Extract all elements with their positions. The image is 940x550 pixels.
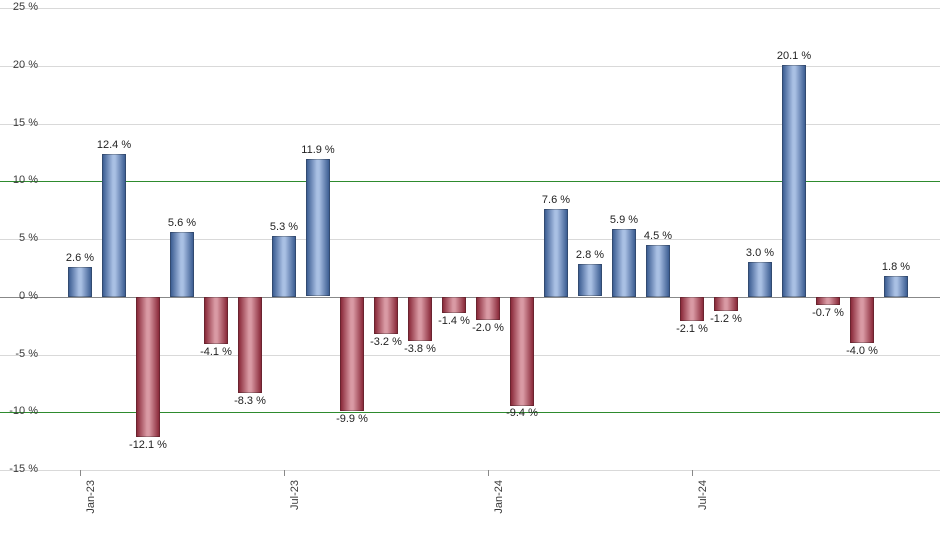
bar [714,297,738,311]
y-tick-label: 15 % [2,117,38,129]
y-tick-label: 5 % [2,232,38,244]
y-tick-label: 25 % [2,1,38,13]
bar [748,262,772,297]
bar-value-label: -0.7 % [803,307,853,319]
bar-value-label: -3.8 % [395,343,445,355]
bar-value-label: -12.1 % [123,439,173,451]
y-tick-label: -10 % [2,405,38,417]
bar [102,154,126,297]
bar-value-label: 5.9 % [599,214,649,226]
bar-value-label: -9.4 % [497,407,547,419]
x-tick-label: Jul-24 [697,480,709,520]
bar-value-label: 5.6 % [157,217,207,229]
bar [204,297,228,344]
bar [850,297,874,343]
bar-value-label: 4.5 % [633,230,683,242]
y-tick-label: 20 % [2,59,38,71]
bar [136,297,160,437]
gridline [0,8,940,9]
x-tick-mark [284,470,285,476]
bar [340,297,364,411]
y-tick-label: 0 % [2,290,38,302]
bar-value-label: 7.6 % [531,194,581,206]
bar [782,65,806,297]
bar [646,245,670,297]
bar-value-label: 1.8 % [871,261,921,273]
bar [884,276,908,297]
bar [238,297,262,393]
x-tick-label: Jul-23 [289,480,301,520]
bar [306,159,330,296]
y-tick-label: -5 % [2,348,38,360]
bar-value-label: -4.0 % [837,345,887,357]
bar [170,232,194,297]
bar-value-label: 5.3 % [259,221,309,233]
bar [272,236,296,297]
bar-value-label: -9.9 % [327,413,377,425]
bar-value-label: 3.0 % [735,247,785,259]
bar [510,297,534,406]
x-tick-label: Jan-23 [85,480,97,520]
bar-value-label: 12.4 % [89,139,139,151]
bar-value-label: -1.2 % [701,313,751,325]
bar [476,297,500,320]
bar-value-label: -2.0 % [463,322,513,334]
gridline [0,470,940,471]
x-tick-label: Jan-24 [493,480,505,520]
x-tick-mark [692,470,693,476]
percentage-bar-chart: -15 % -10 % -5 % 0 % 5 % 10 % 15 % 20 % 25 % 2.6 … [0,0,940,550]
bar-value-label: 2.6 % [55,252,105,264]
bar-value-label: 11.9 % [293,144,343,156]
bar [442,297,466,313]
bar [578,264,602,296]
x-tick-mark [488,470,489,476]
bar-value-label: 20.1 % [769,50,819,62]
bar [68,267,92,297]
x-tick-mark [80,470,81,476]
bar-value-label: -4.1 % [191,346,241,358]
bar [374,297,398,334]
y-tick-label: -15 % [2,463,38,475]
bar-value-label: 2.8 % [565,249,615,261]
bar-value-label: -8.3 % [225,395,275,407]
y-tick-label: 10 % [2,174,38,186]
bar [816,297,840,305]
